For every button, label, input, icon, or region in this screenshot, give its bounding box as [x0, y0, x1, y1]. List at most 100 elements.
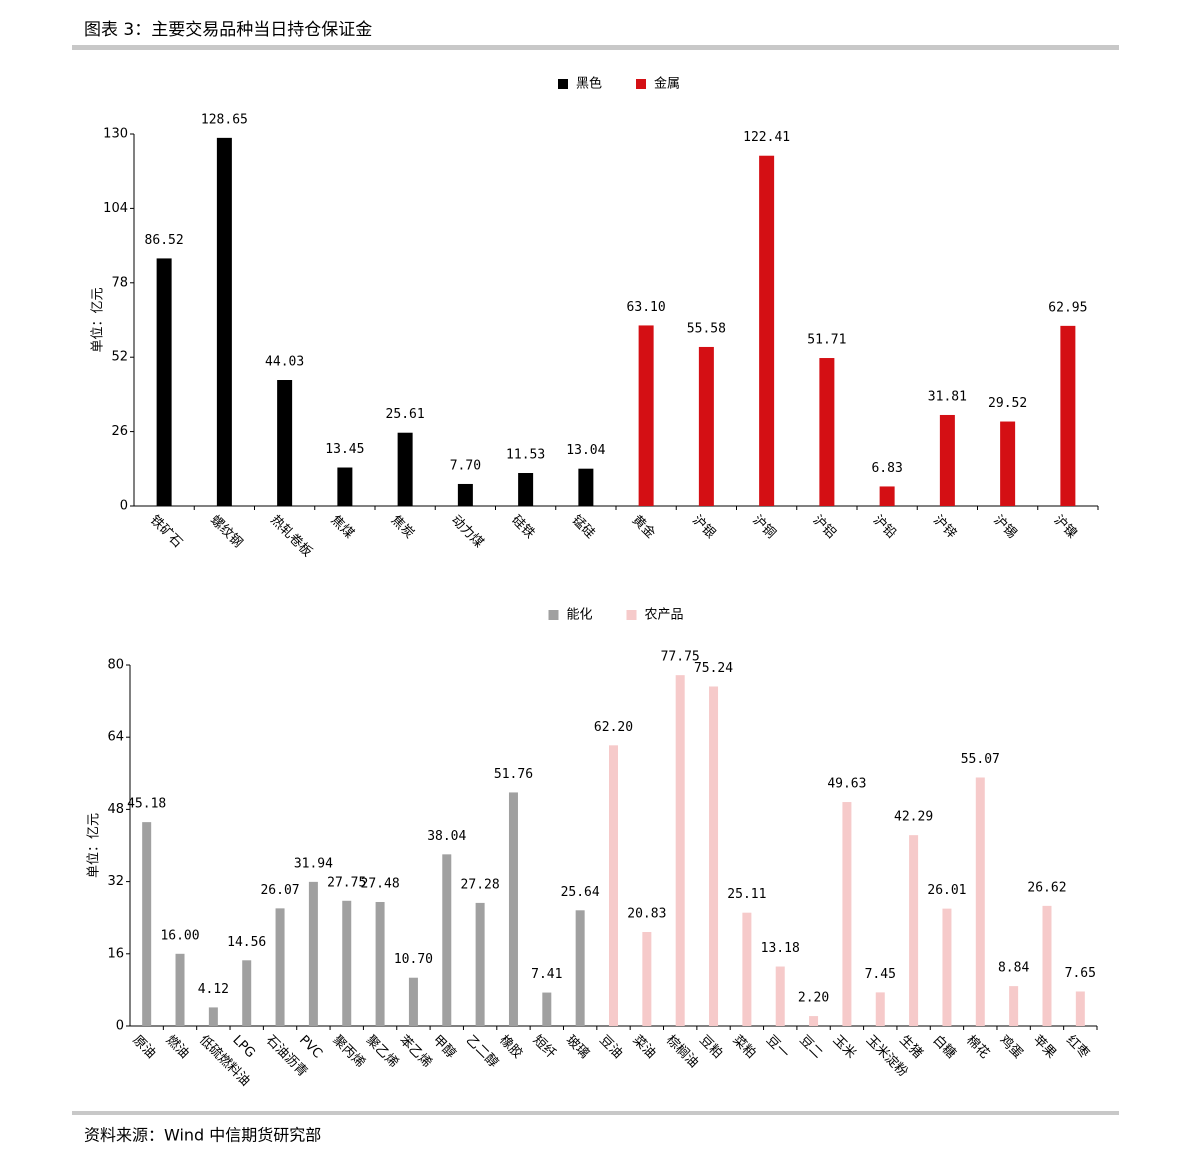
page-title: 图表 3：主要交易品种当日持仓保证金 [84, 20, 372, 40]
x-tick-label: 豆粕 [696, 1033, 725, 1062]
x-tick-label: 铁矿石 [147, 513, 185, 551]
footer-rule [72, 1111, 1119, 1115]
bar [442, 854, 452, 1026]
value-label: 20.83 [627, 907, 666, 922]
bar [508, 792, 518, 1026]
value-label: 29.52 [988, 396, 1027, 411]
x-tick-label: 沪锌 [930, 512, 960, 542]
y-tick-label: 104 [103, 201, 128, 216]
x-tick-label: 沪锡 [990, 512, 1020, 542]
x-tick-label: 焦炭 [388, 513, 417, 542]
value-label: 26.07 [260, 883, 299, 898]
x-tick-label: 动力煤 [448, 513, 486, 551]
x-tick-label: 红枣 [1063, 1032, 1093, 1062]
x-tick-label: 原油 [129, 1033, 158, 1062]
bar [879, 486, 895, 506]
bar [1075, 991, 1085, 1026]
bar [742, 912, 752, 1026]
bar [457, 483, 473, 506]
value-label: 16.00 [160, 928, 199, 943]
y-tick-label: 52 [111, 350, 128, 365]
value-label: 7.41 [531, 967, 562, 982]
bar [337, 467, 353, 506]
bar [475, 902, 485, 1026]
bar [208, 1007, 218, 1026]
x-tick-label: 聚丙烯 [329, 1033, 367, 1071]
legend-swatch [558, 79, 568, 89]
y-tick-label: 78 [111, 275, 128, 290]
bar [942, 908, 952, 1026]
legend-label: 能化 [567, 608, 593, 623]
x-tick-label: 橡胶 [496, 1032, 526, 1062]
bar [542, 992, 552, 1026]
value-label: 63.10 [627, 300, 666, 315]
bar [809, 1016, 819, 1026]
x-tick-label: 玉米 [830, 1033, 859, 1062]
bar [375, 901, 385, 1026]
value-label: 31.94 [294, 856, 333, 871]
x-tick-label: 热轧卷板 [267, 512, 315, 560]
x-tick-label: 白糖 [930, 1032, 960, 1062]
x-tick-label: 棉花 [963, 1032, 993, 1062]
x-tick-label: 苯乙烯 [396, 1033, 434, 1071]
bar [909, 835, 919, 1026]
x-tick-label: 菜油 [630, 1033, 659, 1062]
y-tick-label: 64 [107, 730, 124, 745]
value-label: 27.75 [327, 875, 366, 890]
value-label: 2.20 [798, 991, 829, 1006]
x-tick-label: 苹果 [1030, 1033, 1059, 1062]
x-tick-label: 乙二醇 [463, 1032, 502, 1071]
x-tick-label: 棕榈油 [663, 1033, 701, 1071]
value-label: 31.81 [928, 389, 967, 404]
x-tick-label: 豆油 [596, 1033, 625, 1062]
value-label: 4.12 [198, 982, 229, 997]
value-label: 27.28 [461, 877, 500, 892]
y-tick-label: 26 [111, 424, 128, 439]
y-tick-label: 80 [107, 658, 124, 673]
bar [975, 777, 985, 1026]
legend-swatch [636, 79, 646, 89]
y-axis-label: 单位：亿元 [87, 813, 102, 878]
header-rule [72, 45, 1119, 50]
value-label: 49.63 [827, 777, 866, 792]
value-label: 26.01 [927, 883, 966, 898]
value-label: 122.41 [743, 130, 790, 145]
bar [518, 473, 534, 506]
bar [578, 468, 594, 506]
value-label: 62.95 [1048, 300, 1087, 315]
x-tick-label: 焦煤 [328, 513, 357, 542]
x-tick-label: 鸡蛋 [996, 1032, 1026, 1062]
bar [698, 346, 714, 506]
bar [242, 960, 252, 1026]
x-tick-label: 生猪 [896, 1033, 925, 1062]
bar [638, 325, 654, 506]
bar [709, 686, 719, 1026]
bar [609, 745, 618, 1026]
value-label: 77.75 [661, 650, 700, 665]
legend-label: 农产品 [645, 608, 684, 623]
bar [875, 992, 885, 1026]
value-label: 7.45 [865, 967, 896, 982]
bar [408, 977, 418, 1026]
value-label: 26.62 [1027, 880, 1066, 895]
x-tick-label: 硅铁 [508, 513, 537, 542]
bar [142, 822, 152, 1026]
value-label: 25.61 [386, 407, 425, 422]
value-label: 6.83 [871, 461, 902, 476]
bar [156, 258, 172, 506]
bar [1000, 421, 1016, 506]
value-label: 45.18 [127, 797, 166, 812]
legend-swatch [626, 610, 637, 620]
bar [759, 155, 775, 507]
bar [642, 932, 652, 1026]
value-label: 55.58 [687, 321, 726, 336]
legend-label: 金属 [654, 76, 680, 92]
legend-swatch [548, 610, 559, 620]
value-label: 7.70 [450, 458, 481, 473]
y-tick-label: 0 [116, 1019, 124, 1034]
x-tick-label: 豆一 [763, 1033, 792, 1062]
bar [1060, 325, 1076, 506]
bar [342, 900, 352, 1026]
value-label: 11.53 [506, 448, 545, 463]
value-label: 13.45 [325, 442, 364, 457]
